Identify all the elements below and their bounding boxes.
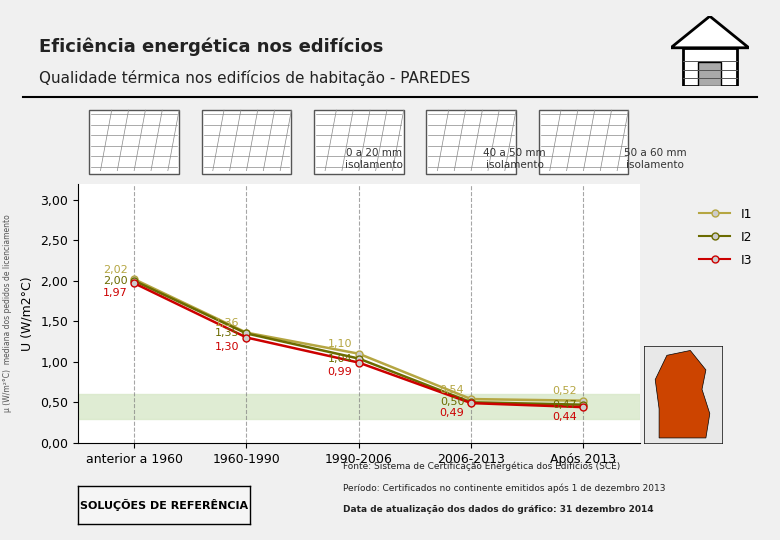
Text: 1,35: 1,35 [215,328,239,339]
Text: 0,47: 0,47 [552,400,576,410]
Text: 0,52: 0,52 [552,386,576,396]
Text: 1,36: 1,36 [215,318,239,328]
Text: Qualidade térmica nos edifícios de habitação - PAREDES: Qualidade térmica nos edifícios de habit… [39,70,470,86]
Text: Eficiência energética nos edifícios: Eficiência energética nos edifícios [39,38,384,56]
Text: SOLUÇÕES DE REFERÊNCIA: SOLUÇÕES DE REFERÊNCIA [80,499,248,511]
Text: 2,02: 2,02 [103,265,127,275]
Text: Período: Certificados no continente emitidos após 1 de dezembro 2013: Período: Certificados no continente emit… [343,483,665,493]
Text: 0,44: 0,44 [552,412,576,422]
Bar [78,394,640,418]
Bar [698,62,722,86]
Text: 2,00: 2,00 [103,276,127,286]
Text: 0,99: 0,99 [328,367,352,377]
Y-axis label: U (W/m2°C): U (W/m2°C) [20,276,34,350]
FancyBboxPatch shape [314,110,404,174]
Text: 0,54: 0,54 [440,384,464,395]
FancyBboxPatch shape [201,110,292,174]
FancyBboxPatch shape [89,110,179,174]
Text: 0,50: 0,50 [440,397,464,407]
Bar [682,48,737,86]
Text: 1,04: 1,04 [328,354,352,363]
FancyBboxPatch shape [426,110,516,174]
Text: 1,30: 1,30 [215,342,239,353]
Text: 0 a 20 mm
isolamento: 0 a 20 mm isolamento [346,148,403,170]
Legend: I1, I2, I3: I1, I2, I3 [694,203,757,272]
Text: 1,97: 1,97 [103,288,127,298]
Text: Fonte: Sistema de Certificação Energética dos Edifícios (SCE): Fonte: Sistema de Certificação Energétic… [343,462,620,471]
Polygon shape [655,350,710,438]
Text: μ (W/m²°C)  mediana dos pedidos de licenciamento: μ (W/m²°C) mediana dos pedidos de licenc… [3,214,12,412]
FancyBboxPatch shape [538,110,629,174]
Text: 50 a 60 mm
isolamento: 50 a 60 mm isolamento [624,148,686,170]
Text: 0,49: 0,49 [440,408,464,418]
Polygon shape [671,16,749,48]
Text: 1,10: 1,10 [328,339,352,349]
Text: 40 a 50 mm
isolamento: 40 a 50 mm isolamento [484,148,546,170]
Text: Data de atualização dos dados do gráfico: 31 dezembro 2014: Data de atualização dos dados do gráfico… [343,505,654,514]
